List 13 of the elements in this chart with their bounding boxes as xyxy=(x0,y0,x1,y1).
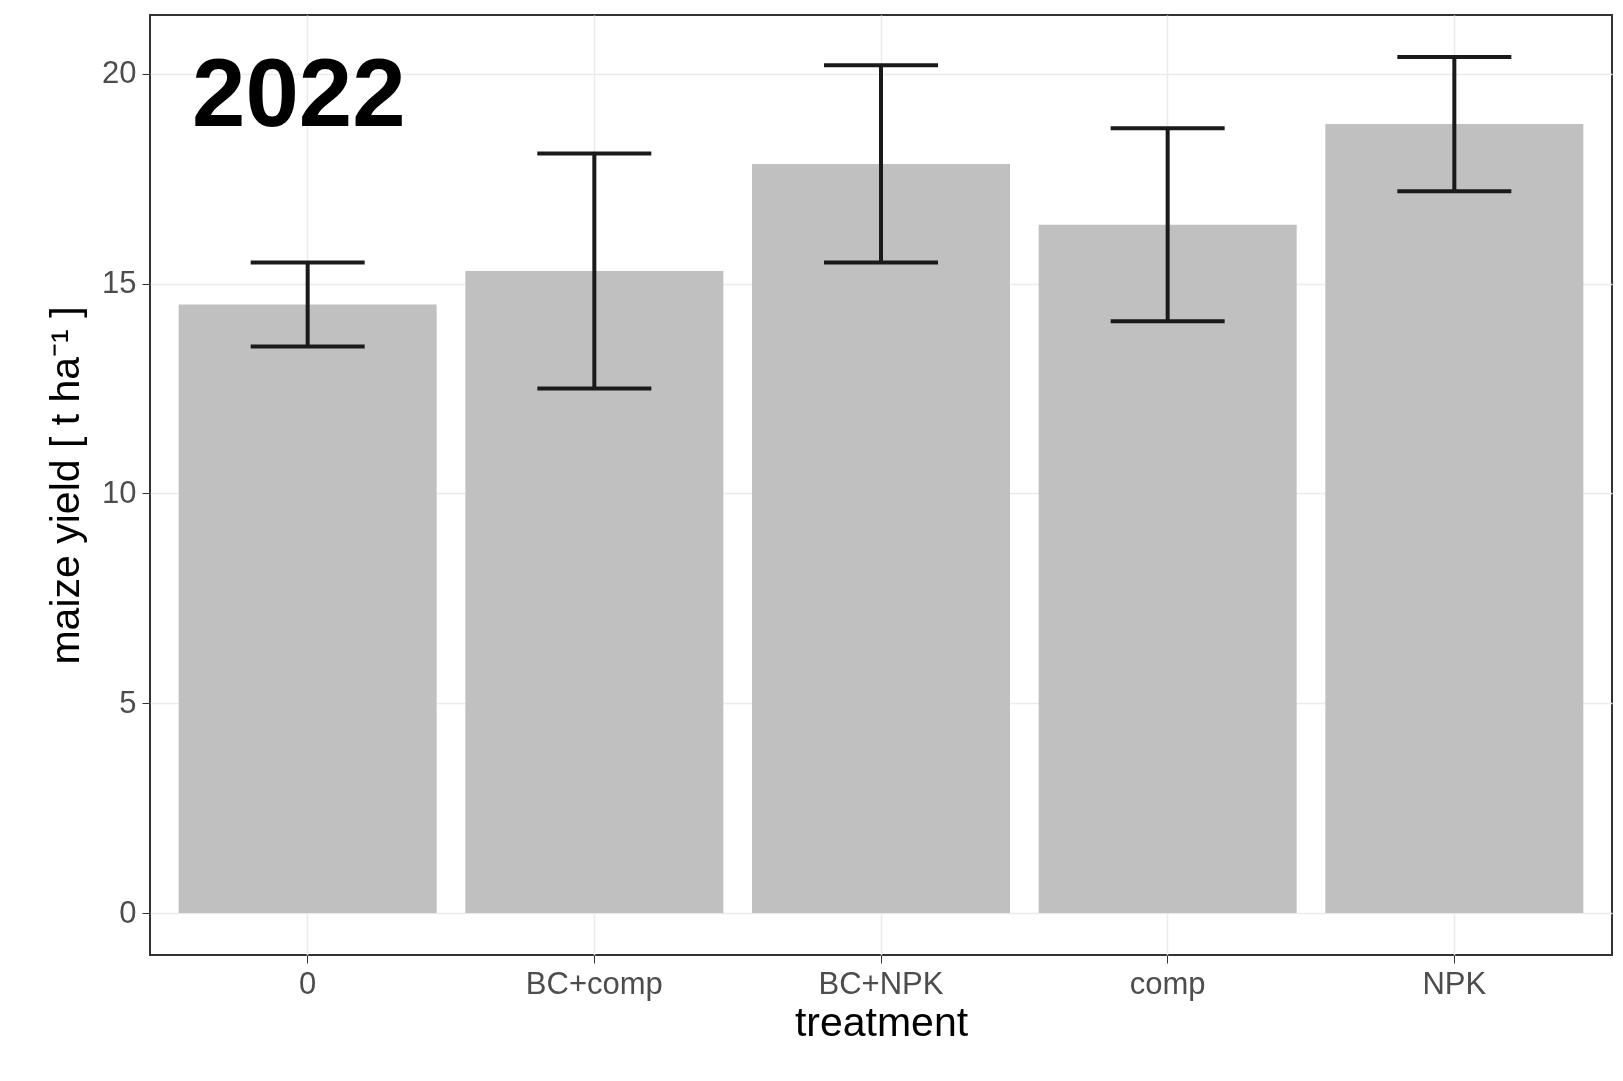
x-tick-label: comp xyxy=(1129,965,1206,1001)
x-tick-label: 0 xyxy=(299,965,317,1001)
y-tick-label: 5 xyxy=(119,684,137,720)
y-tick-label: 15 xyxy=(102,265,137,301)
x-tick-label: BC+NPK xyxy=(818,965,944,1001)
x-tick-label: BC+comp xyxy=(525,965,663,1001)
annotation: 2022 xyxy=(192,39,406,146)
y-tick-label: 10 xyxy=(102,474,137,510)
x-axis-title: treatment xyxy=(794,998,969,1045)
x-tick-label: NPK xyxy=(1422,965,1487,1001)
y-tick-label: 20 xyxy=(102,55,137,91)
y-tick-label: 0 xyxy=(119,894,137,930)
y-axis-title: maize yield [ t ha⁻¹ ] xyxy=(42,306,89,665)
